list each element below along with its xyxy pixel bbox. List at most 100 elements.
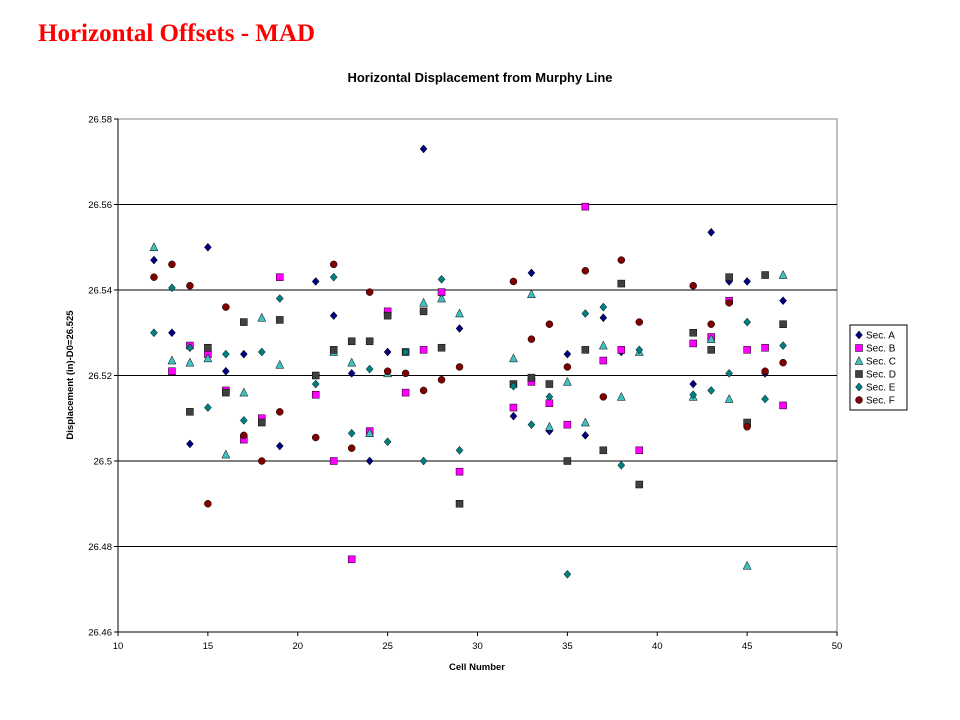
data-point	[311, 379, 320, 389]
data-point	[599, 313, 608, 323]
data-point	[761, 343, 769, 352]
data-point	[383, 367, 392, 375]
x-tick-label: 15	[203, 641, 214, 652]
legend-marker	[854, 355, 864, 365]
y-tick-label: 26.46	[88, 628, 112, 639]
legend-box	[849, 324, 908, 411]
data-point	[204, 500, 212, 508]
data-point	[150, 255, 158, 265]
data-point	[455, 324, 464, 333]
data-point	[437, 376, 446, 384]
data-point	[527, 373, 536, 382]
data-point	[258, 457, 266, 465]
data-point	[221, 449, 231, 459]
legend-entry: Sec. A	[866, 331, 895, 342]
y-tick-label: 26.58	[88, 115, 112, 126]
data-point	[598, 340, 608, 350]
data-point	[455, 500, 464, 508]
data-point	[311, 433, 320, 442]
data-point	[599, 446, 608, 455]
data-point	[275, 294, 284, 303]
data-point	[311, 371, 320, 380]
x-tick-label: 20	[292, 641, 303, 652]
data-point	[527, 268, 536, 278]
data-point	[617, 460, 626, 470]
data-point	[455, 445, 464, 455]
data-point	[383, 347, 392, 357]
data-point	[563, 349, 572, 359]
data-point	[779, 296, 787, 306]
y-tick-label: 26.5	[94, 457, 113, 468]
data-point	[419, 297, 428, 307]
data-point	[635, 318, 644, 326]
legend-marker	[855, 344, 863, 352]
data-point	[222, 349, 230, 359]
data-point	[706, 334, 716, 343]
data-point	[167, 355, 177, 365]
data-point	[455, 363, 464, 371]
x-tick-label: 50	[832, 641, 843, 652]
data-point	[276, 408, 284, 416]
data-point	[186, 343, 194, 353]
data-point	[383, 437, 392, 447]
data-point	[725, 368, 733, 378]
x-axis-label: Cell Number	[449, 662, 505, 673]
data-point	[239, 416, 248, 425]
y-tick-label: 26.52	[88, 371, 112, 382]
data-point	[725, 299, 733, 307]
data-point	[329, 311, 338, 321]
data-point	[401, 347, 410, 357]
data-point	[509, 277, 518, 286]
plot-area: 26.46 26.48 26.5 26.52 26.54 26.56 26.58 10 15 20…	[88, 115, 842, 653]
data-point	[437, 274, 446, 284]
data-point	[617, 279, 626, 288]
legend-entry: Sec. D	[866, 370, 896, 381]
legend-entry: Sec. E	[866, 383, 896, 394]
data-point	[401, 369, 410, 378]
data-point	[545, 392, 554, 402]
legend-entry: Sec. F	[866, 396, 895, 407]
data-point	[635, 446, 644, 455]
data-point	[365, 288, 374, 296]
data-point	[689, 329, 697, 337]
data-point	[635, 480, 644, 489]
data-point	[275, 359, 285, 369]
data-point	[185, 357, 195, 367]
data-point	[203, 353, 213, 363]
data-point	[239, 387, 249, 397]
y-tick-label: 26.54	[88, 286, 112, 297]
data-point	[509, 411, 518, 421]
data-point	[401, 388, 410, 397]
data-point	[527, 335, 536, 343]
data-point	[779, 320, 787, 328]
data-point	[527, 420, 536, 430]
data-point	[707, 227, 716, 237]
data-point	[617, 256, 626, 264]
data-point	[581, 346, 590, 354]
data-point	[545, 320, 554, 328]
data-point	[707, 320, 715, 328]
legend-marker	[855, 370, 863, 378]
data-point	[580, 417, 590, 427]
data-point	[689, 390, 698, 400]
data-point	[761, 271, 769, 279]
data-point	[275, 441, 284, 451]
data-point	[509, 353, 518, 363]
data-point	[168, 283, 176, 293]
data-point	[222, 366, 230, 376]
data-point	[168, 367, 176, 375]
data-point	[437, 293, 446, 303]
data-point	[779, 358, 787, 367]
data-point	[509, 381, 518, 391]
data-point	[149, 242, 159, 251]
data-point	[168, 328, 176, 338]
x-tick-label: 40	[652, 641, 663, 652]
data-point	[204, 242, 212, 252]
data-point	[419, 307, 428, 316]
data-point	[437, 343, 446, 352]
data-point	[150, 273, 158, 281]
data-point	[455, 467, 464, 476]
data-point	[689, 281, 697, 290]
x-tick-label: 10	[113, 641, 124, 652]
data-point	[204, 403, 212, 412]
